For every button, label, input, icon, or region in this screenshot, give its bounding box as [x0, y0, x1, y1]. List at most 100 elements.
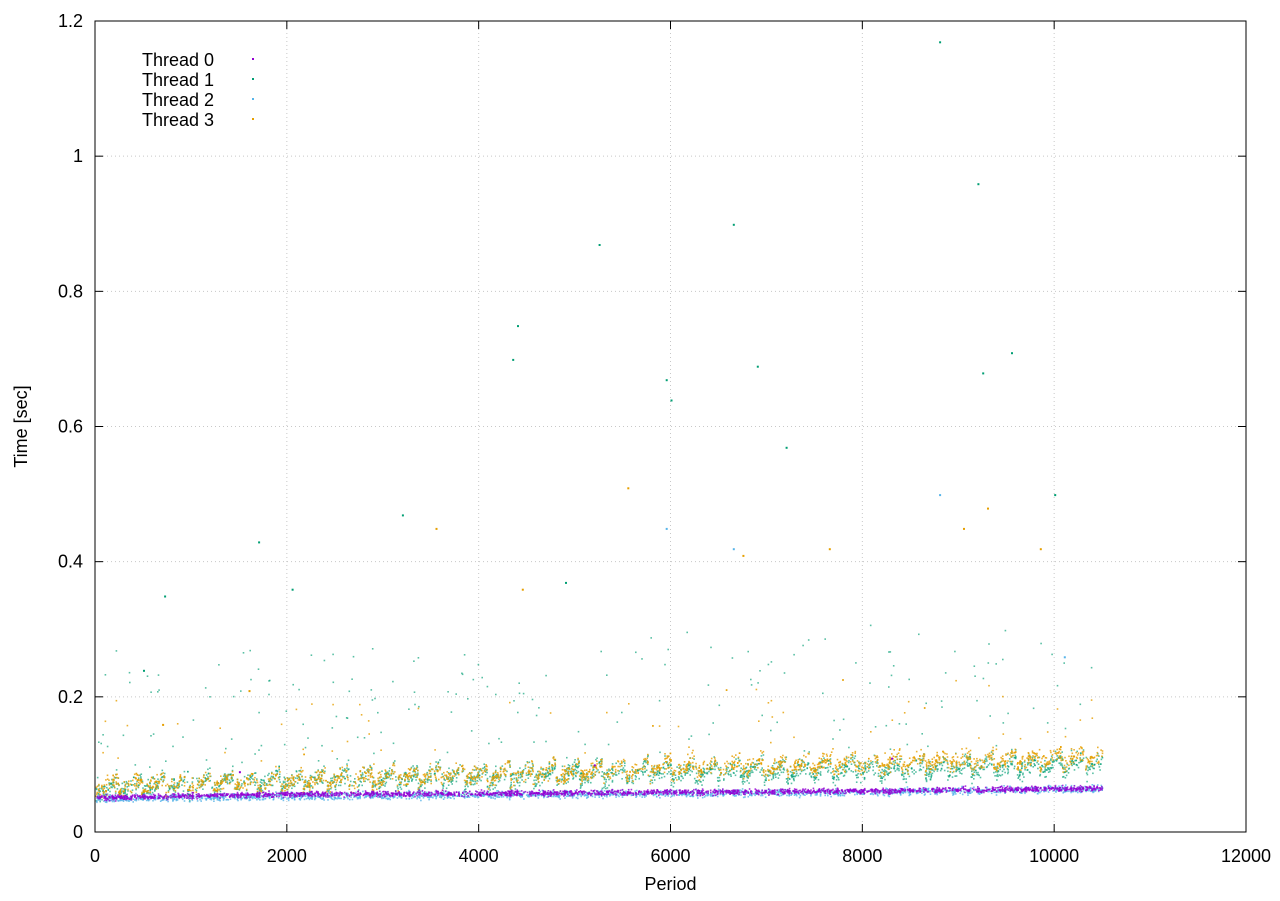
data-point	[822, 760, 824, 762]
data-point	[418, 657, 420, 659]
data-point	[550, 774, 552, 776]
data-point	[373, 753, 375, 755]
data-point	[465, 782, 467, 784]
data-point	[918, 634, 920, 636]
data-point	[879, 775, 881, 777]
data-point	[771, 779, 773, 781]
data-point	[771, 661, 773, 663]
data-point	[1087, 759, 1089, 761]
data-point	[694, 778, 696, 780]
data-point	[448, 784, 450, 786]
data-point	[1086, 781, 1088, 783]
data-point	[603, 787, 605, 789]
data-point	[386, 773, 388, 775]
data-point	[805, 756, 807, 758]
data-point	[200, 785, 202, 787]
data-point	[1091, 667, 1093, 669]
data-point	[700, 769, 702, 771]
data-point	[1022, 758, 1024, 760]
data-point	[773, 762, 775, 764]
data-point	[947, 760, 949, 762]
data-point	[936, 762, 938, 764]
data-point	[875, 761, 877, 763]
data-point	[1072, 753, 1074, 755]
data-point	[435, 776, 437, 778]
data-point	[612, 780, 614, 782]
data-point	[659, 725, 661, 727]
data-point	[996, 749, 998, 751]
data-point	[703, 764, 705, 766]
data-point	[225, 748, 227, 750]
data-point	[511, 786, 513, 788]
data-point	[378, 773, 380, 775]
data-point	[380, 732, 382, 734]
data-point	[225, 781, 227, 783]
data-point	[859, 765, 861, 767]
data-point	[414, 704, 416, 706]
data-point	[339, 768, 341, 770]
data-point	[372, 648, 374, 650]
data-point	[608, 744, 610, 746]
data-point	[939, 759, 941, 761]
data-point	[376, 789, 378, 791]
data-point	[773, 778, 775, 780]
data-point	[347, 779, 349, 781]
data-point	[708, 684, 710, 686]
data-point	[733, 768, 735, 770]
data-point	[731, 755, 733, 757]
data-point	[689, 774, 691, 776]
data-point	[389, 768, 391, 770]
data-point	[154, 782, 156, 784]
data-point	[124, 781, 126, 783]
data-point	[285, 783, 287, 785]
data-point	[363, 781, 365, 783]
data-point	[1092, 773, 1094, 775]
data-point	[426, 772, 428, 774]
data-point	[1101, 755, 1103, 757]
data-point	[693, 768, 695, 770]
data-point	[142, 782, 144, 784]
data-point	[872, 770, 874, 772]
outlier-point	[292, 589, 294, 591]
data-point	[693, 758, 695, 760]
data-point	[319, 774, 321, 776]
data-point	[1050, 750, 1052, 752]
data-point	[747, 763, 749, 765]
data-point	[271, 776, 273, 778]
data-point	[502, 765, 504, 767]
data-point	[1049, 769, 1051, 771]
data-point	[156, 774, 158, 776]
data-point	[1020, 769, 1022, 771]
data-point	[205, 772, 207, 774]
data-point	[449, 775, 451, 777]
data-point	[203, 777, 205, 779]
data-point	[978, 774, 980, 776]
data-point	[584, 770, 586, 772]
data-point	[691, 771, 693, 773]
data-point	[1024, 764, 1026, 766]
data-point	[1024, 761, 1026, 763]
data-point	[410, 776, 412, 778]
data-point	[890, 651, 892, 653]
data-point	[446, 778, 448, 780]
data-point	[1071, 764, 1073, 766]
data-point	[854, 758, 856, 760]
data-point	[562, 769, 564, 771]
data-point	[177, 723, 179, 725]
data-point	[970, 750, 972, 752]
data-point	[226, 775, 228, 777]
data-point	[619, 766, 621, 768]
data-point	[575, 775, 577, 777]
data-point	[774, 773, 776, 775]
data-point	[851, 763, 853, 765]
data-point	[479, 769, 481, 771]
data-point	[158, 674, 160, 676]
data-point	[848, 762, 850, 764]
data-point	[659, 769, 661, 771]
data-point	[241, 783, 243, 785]
data-point	[667, 767, 669, 769]
data-point	[812, 772, 814, 774]
data-point	[958, 768, 960, 770]
data-point	[1051, 756, 1053, 758]
data-point	[947, 756, 949, 758]
